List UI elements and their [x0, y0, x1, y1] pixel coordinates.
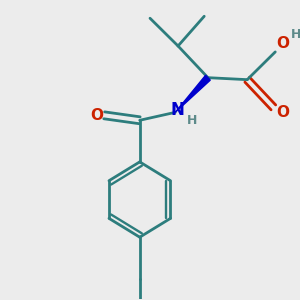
Text: H: H [187, 114, 197, 127]
Text: O: O [276, 37, 289, 52]
Text: N: N [170, 101, 184, 119]
Polygon shape [175, 75, 210, 112]
Text: H: H [291, 28, 300, 40]
Text: O: O [90, 108, 103, 123]
Text: O: O [276, 105, 289, 120]
